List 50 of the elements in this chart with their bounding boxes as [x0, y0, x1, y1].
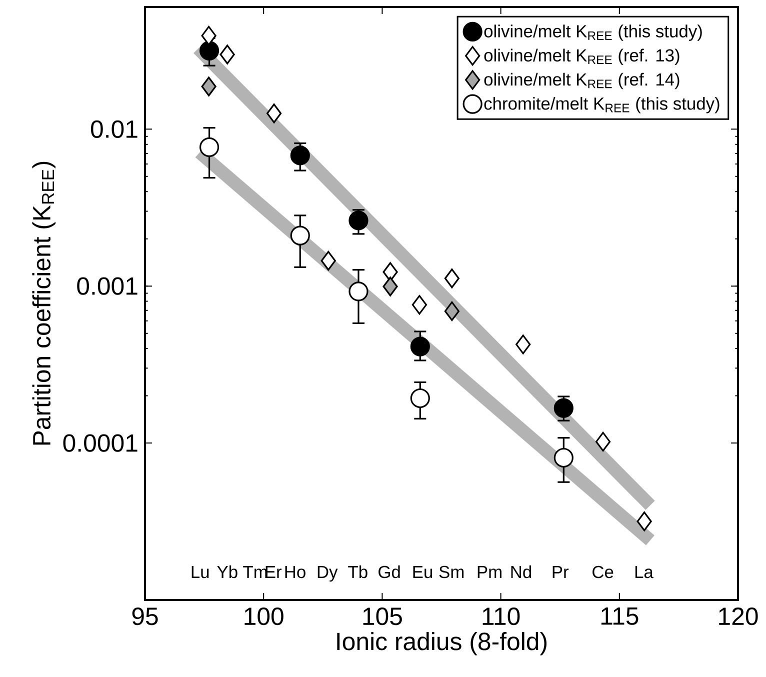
point — [220, 44, 235, 64]
x-tick-label: 120 — [719, 608, 758, 626]
annotation: Pr — [552, 566, 569, 578]
point — [290, 146, 310, 166]
point — [201, 26, 216, 46]
legend-label: olivine/melt K$_{REE}$ (ref. 13) — [484, 48, 680, 65]
point — [554, 448, 574, 468]
annotation: La — [635, 566, 654, 578]
annotation: Eu — [413, 566, 432, 578]
x-tick-label: 105 — [363, 608, 402, 626]
x-tick-label: 100 — [244, 608, 284, 626]
point — [516, 334, 531, 354]
point — [348, 282, 368, 302]
point — [636, 512, 652, 532]
point — [410, 336, 430, 356]
y-axis-title: Partition coefficient (K$_{REE}$) — [32, 162, 56, 445]
y-tick-label: 0.001 — [77, 277, 138, 295]
annotation: Dy — [318, 566, 338, 582]
point — [444, 301, 460, 321]
point — [199, 40, 220, 61]
point — [290, 226, 310, 246]
annotation: Sm — [439, 566, 464, 578]
x-axis-title: Ionic radius (8-fold) — [337, 632, 546, 656]
y-tick-label: 0.0001 — [63, 434, 138, 452]
annotation: Tb — [348, 565, 368, 578]
legend-label: olivine/melt K$_{REE}$ (this study) — [484, 24, 702, 41]
point — [199, 137, 220, 158]
point — [320, 250, 336, 271]
point — [201, 76, 216, 96]
annotation: Lu — [192, 566, 209, 578]
legend-label: chromite/melt K$_{REE}$ (this study) — [484, 96, 720, 114]
y-tick-label: 0.01 — [90, 120, 138, 138]
annotation: Yb — [217, 565, 238, 578]
annotation: Gd — [378, 565, 400, 578]
x-tick-label: 95 — [132, 608, 158, 626]
annotation: Ho — [285, 566, 306, 578]
annotation: Pm — [478, 566, 502, 578]
x-tick-label: 115 — [601, 608, 638, 625]
point — [412, 295, 427, 315]
point — [595, 432, 611, 452]
annotation: Tm — [243, 566, 267, 578]
point — [554, 398, 574, 418]
annotation: Ce — [592, 566, 614, 578]
annotation: Nd — [511, 565, 532, 578]
point — [348, 210, 368, 230]
legend-label: olivine/melt K$_{REE}$ (ref. 14) — [484, 72, 680, 90]
point — [444, 268, 460, 288]
point — [382, 276, 398, 296]
point — [266, 104, 282, 124]
x-tick-label: 110 — [482, 608, 520, 626]
